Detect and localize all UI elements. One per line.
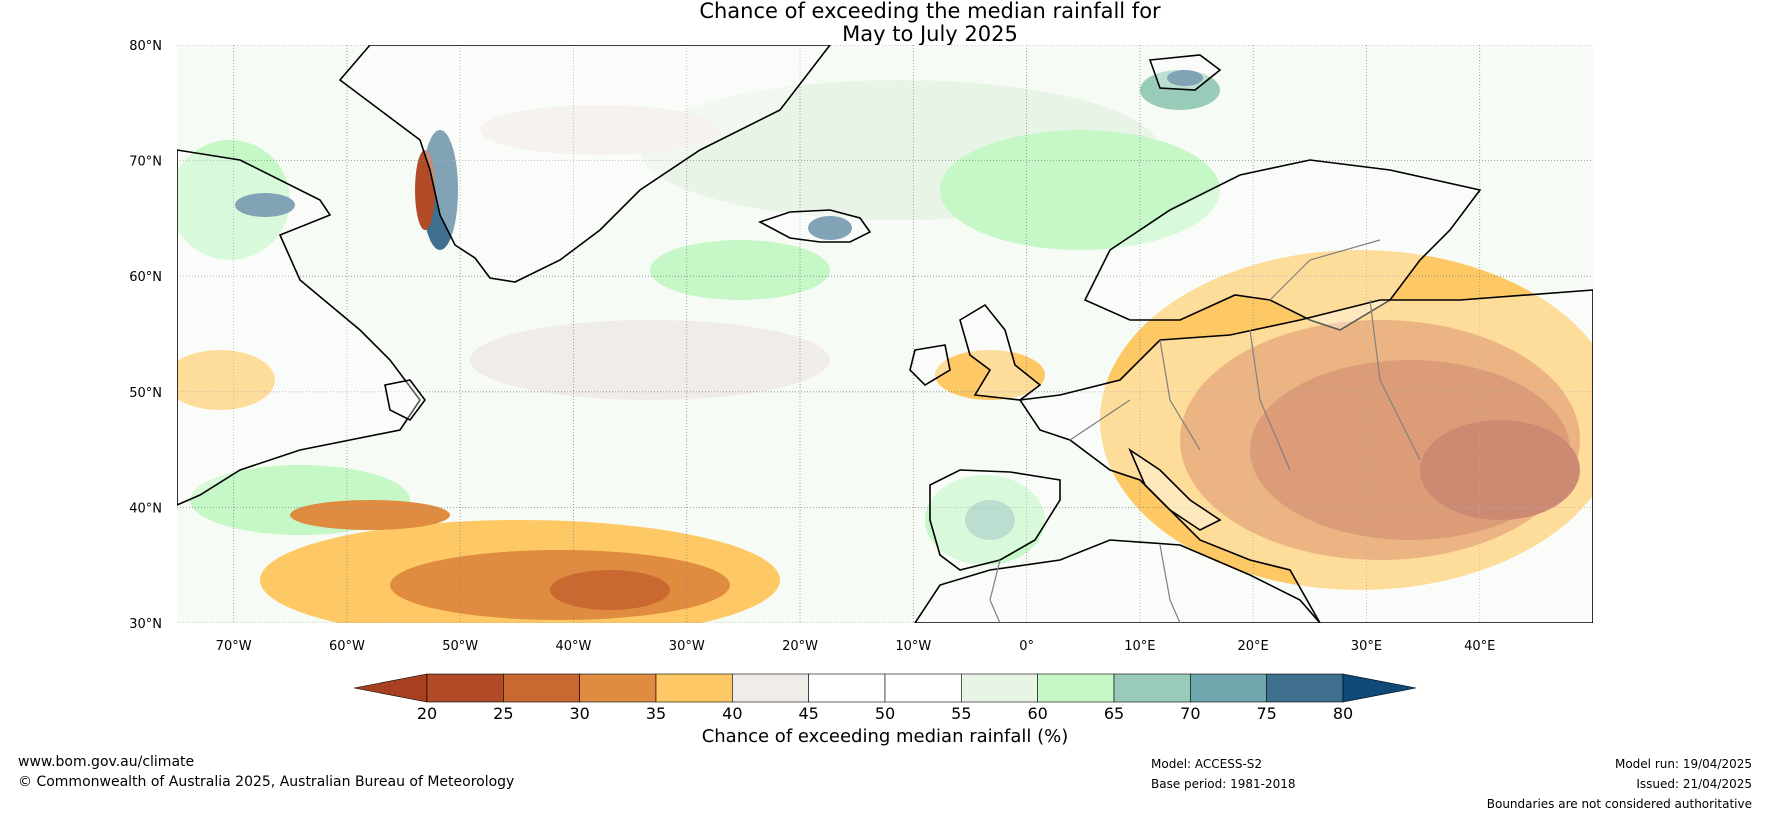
lat-label: 40°N	[129, 501, 162, 516]
colorbar-tick-label: 50	[875, 704, 895, 723]
border-7	[1159, 544, 1181, 623]
border-3	[1249, 329, 1291, 471]
map-panel	[177, 45, 1593, 623]
ireland-outline	[909, 344, 951, 387]
colorbar-segment	[426, 673, 504, 703]
colorbar-segment	[579, 673, 657, 703]
lat-label: 80°N	[129, 39, 162, 54]
lon-label: 50°W	[442, 639, 478, 654]
colorbar-segment	[732, 673, 809, 703]
prob-area-europe-brown	[1420, 420, 1580, 520]
prob-area-north-grey	[480, 105, 720, 155]
colorbar-segment	[961, 673, 1038, 703]
border-1	[1069, 399, 1131, 441]
scandinavia-outline	[1083, 159, 1482, 331]
colorbar-tick-label: 70	[1180, 704, 1200, 723]
lat-label: 30°N	[129, 617, 162, 632]
greenland-outline	[338, 45, 832, 283]
iceland-outline	[757, 209, 872, 243]
africa-outline	[914, 539, 1322, 623]
lon-label: 0°	[1019, 639, 1034, 654]
coastlines	[177, 45, 1593, 623]
colorbar-segment	[808, 673, 886, 703]
colorbar: 20 25 30 35 40 45 50 55 60 65 70 75 80	[353, 673, 1417, 723]
canada-outline	[177, 149, 421, 506]
border-4	[1369, 299, 1421, 461]
prob-area-central-atlantic-grey	[470, 320, 830, 400]
newfoundland-outline	[384, 379, 426, 422]
colorbar-segment	[1037, 673, 1115, 703]
title-line-2: May to July 2025	[842, 22, 1018, 46]
colorbar-segment	[655, 673, 733, 703]
colorbar-tick-label: 25	[493, 704, 513, 723]
colorbar-segment	[503, 673, 580, 703]
britain-outline	[959, 303, 1042, 401]
footer-model: Model: ACCESS-S2	[1151, 757, 1263, 771]
border-2	[1159, 339, 1201, 451]
graticule	[177, 45, 1593, 623]
lon-label: 70°W	[216, 639, 252, 654]
footer-base-period: Base period: 1981-2018	[1151, 777, 1296, 791]
prob-area-us-east-yellow	[177, 350, 275, 410]
colorbar-tick-label: 45	[798, 704, 818, 723]
lon-label: 20°W	[782, 639, 818, 654]
lon-label: 40°E	[1464, 639, 1495, 654]
colorbar-title: Chance of exceeding median rainfall (%)	[701, 726, 1069, 747]
colorbar-extend-high	[1342, 673, 1417, 703]
footer-url: www.bom.gov.au/climate	[18, 754, 195, 770]
lon-label: 10°W	[895, 639, 931, 654]
svalbard-outline	[1148, 54, 1222, 91]
lat-label: 60°N	[129, 270, 162, 285]
colorbar-tick-label: 65	[1104, 704, 1124, 723]
border-6	[989, 559, 1001, 623]
map-title: Chance of exceeding the median rainfall …	[0, 0, 1770, 46]
prob-area-svalbard-blue	[1167, 70, 1203, 86]
prob-area-baffin-blue	[235, 193, 295, 217]
colorbar-segment	[1266, 673, 1344, 703]
colorbar-tick-label: 55	[951, 704, 971, 723]
colorbar-segment	[884, 673, 962, 703]
colorbar-tick-label: 20	[417, 704, 437, 723]
latitude-labels: 80°N 70°N 60°N 50°N 40°N 30°N	[129, 39, 162, 632]
colorbar-segment	[1113, 673, 1191, 703]
lon-label: 40°W	[556, 639, 592, 654]
lon-label: 30°W	[669, 639, 705, 654]
lon-label: 10°E	[1124, 639, 1155, 654]
lat-label: 50°N	[129, 386, 162, 401]
prob-area-iberia-teal	[965, 500, 1015, 540]
lon-label: 60°W	[329, 639, 365, 654]
country-borders	[989, 239, 1421, 623]
title-line-1: Chance of exceeding the median rainfall …	[699, 0, 1161, 23]
prob-area-iceland-sea-green	[650, 240, 830, 300]
prob-area-west-atlantic-orange	[290, 500, 450, 530]
colorbar-tick-label: 80	[1333, 704, 1353, 723]
colorbar-segment	[1190, 673, 1267, 703]
footer-issued: Issued: 21/04/2025	[1636, 777, 1752, 791]
footer-disclaimer: Boundaries are not considered authoritat…	[1486, 797, 1752, 811]
prob-area-subtropical-rust	[550, 570, 670, 610]
footer-copyright: © Commonwealth of Australia 2025, Austra…	[18, 774, 515, 790]
colorbar-tick-label: 40	[722, 704, 742, 723]
border-5	[1269, 239, 1381, 301]
rainfall-probability-field	[177, 70, 1593, 623]
lon-label: 30°E	[1351, 639, 1382, 654]
lat-label: 70°N	[129, 155, 162, 170]
prob-area-iceland-blue	[808, 216, 852, 240]
footer-model-run: Model run: 19/04/2025	[1614, 757, 1752, 771]
colorbar-tick-label: 30	[569, 704, 589, 723]
lon-label: 20°E	[1238, 639, 1269, 654]
colorbar-tick-label: 75	[1256, 704, 1276, 723]
prob-area-norwegian-sea-green	[940, 130, 1220, 250]
colorbar-tick-label: 60	[1027, 704, 1047, 723]
colorbar-tick-label: 35	[646, 704, 666, 723]
colorbar-extend-low	[353, 673, 428, 703]
prob-area-britain-yellow	[935, 350, 1045, 400]
italy-outline	[1128, 447, 1222, 531]
longitude-labels: 70°W 60°W 50°W 40°W 30°W 20°W 10°W 0° 10°E 20°E 30…	[216, 639, 1496, 654]
iberia-outline	[929, 469, 1061, 571]
europe-outline	[1018, 289, 1593, 623]
